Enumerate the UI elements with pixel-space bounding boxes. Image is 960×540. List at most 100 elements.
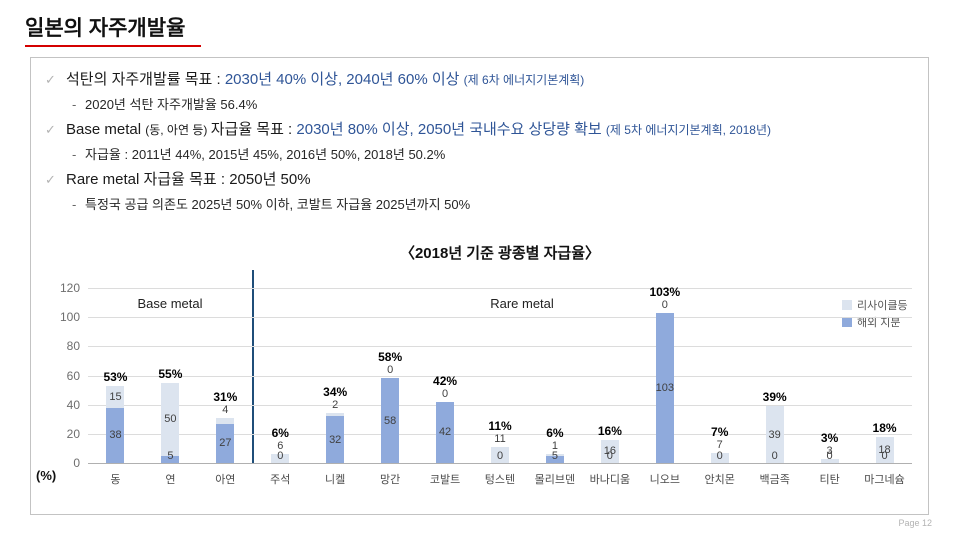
- chart-title: 〈2018년 기준 광종별 자급율〉: [399, 245, 601, 262]
- total-percent-label: 58%: [378, 350, 403, 365]
- bar-recycle-segment: [216, 417, 235, 424]
- total-percent-label: 42%: [433, 373, 458, 388]
- bullet-sub-text: 자급율 : 2011년 44%, 2015년 45%, 2016년 50%, 2…: [85, 147, 446, 162]
- bullet-text-small: (동, 아연 등): [145, 123, 211, 137]
- overseas-value-label: 0: [277, 450, 284, 462]
- x-axis-category-label: 티탄: [819, 474, 840, 486]
- overseas-value-label: 0: [716, 450, 723, 462]
- recycle-value-label: 15: [109, 390, 122, 403]
- y-axis-tick-label: 80: [66, 339, 80, 354]
- recycle-value-label: 18: [878, 443, 891, 456]
- bullet-sub-text: 2020년 석탄 자주개발율 56.4%: [85, 97, 258, 112]
- x-axis-category-label: 망간: [379, 474, 401, 486]
- title-underline: [25, 45, 201, 47]
- overseas-value-label: 38: [109, 429, 122, 442]
- recycle-value-label: 11: [494, 432, 506, 445]
- total-percent-label: 55%: [158, 366, 183, 381]
- bar-recycle-segment: [161, 382, 180, 456]
- group-label-rare-metal: Rare metal: [490, 296, 554, 311]
- bar-recycle-segment: [710, 452, 729, 463]
- overseas-value-label: 32: [329, 433, 342, 446]
- bullet-text: 석탄의 자주개발률 목표 :: [66, 71, 225, 88]
- recycle-value-label: 0: [442, 387, 449, 400]
- gridline: [88, 433, 912, 435]
- y-axis-tick-label: 0: [73, 456, 80, 470]
- check-icon: ✓: [45, 72, 56, 87]
- x-axis-category-label: 주석: [270, 474, 291, 486]
- group-label-base-metal: Base metal: [137, 296, 203, 311]
- recycle-value-label: 50: [164, 413, 177, 426]
- y-axis-tick-label: 100: [59, 310, 80, 325]
- y-axis-tick-label: 20: [66, 426, 80, 441]
- bullet-text: 자급율 목표 :: [210, 121, 297, 138]
- gridline: [88, 288, 912, 289]
- x-axis-category-label: 동: [110, 474, 121, 486]
- x-axis-category-label: 안치몬: [704, 474, 735, 486]
- total-percent-label: 6%: [546, 426, 564, 441]
- recycle-value-label: 16: [603, 445, 616, 458]
- check-icon: ✓: [45, 172, 56, 187]
- total-percent-label: 53%: [103, 369, 128, 384]
- chart-legend: 리사이클등 해외 지분: [842, 296, 908, 330]
- total-percent-label: 11%: [488, 418, 512, 433]
- x-axis-category-label: 백금족: [759, 474, 790, 486]
- bullet-text-blue: 2030년 40% 이상, 2040년 60% 이상: [224, 71, 464, 88]
- overseas-value-label: 42: [438, 426, 452, 439]
- bar-recycle-segment: [491, 446, 509, 463]
- recycle-value-label: 4: [222, 403, 229, 416]
- page-number: Page 12: [898, 518, 932, 528]
- total-percent-label: 31%: [213, 389, 238, 404]
- total-percent-label: 16%: [597, 423, 622, 438]
- total-percent-label: 103%: [649, 284, 681, 299]
- bar-overseas-segment: [326, 416, 345, 463]
- x-axis-category-label: 아연: [215, 474, 236, 486]
- bullet-base-metal-sub: - 자급율 : 2011년 44%, 2015년 45%, 2016년 50%, …: [45, 143, 921, 167]
- check-icon: ✓: [45, 122, 56, 137]
- bar-overseas-segment: [381, 378, 400, 463]
- total-percent-label: 18%: [872, 420, 897, 435]
- recycle-value-label: 1: [551, 440, 558, 453]
- bullet-text: Rare metal 자급율 목표 : 2050년 50%: [66, 171, 311, 188]
- legend-swatch-overseas: [842, 316, 852, 327]
- legend-item-overseas: 해외 지분: [842, 313, 908, 330]
- overseas-value-label: 0: [881, 450, 888, 462]
- bullet-text-blue: 2030년 80% 이상, 2050년 국내수요 상당량 확보: [296, 121, 606, 138]
- bullet-text: Base metal: [66, 121, 146, 138]
- recycle-value-label: 2: [332, 399, 339, 412]
- bullet-text-blue-small: (제 5차 에너지기본계획, 2018년): [605, 123, 772, 137]
- bullet-rare-metal-target: ✓ Rare metal 자급율 목표 : 2050년 50%: [45, 167, 921, 193]
- recycle-value-label: 0: [387, 364, 394, 377]
- legend-swatch-recycle: [842, 299, 852, 310]
- overseas-value-label: 0: [826, 450, 833, 462]
- bullet-sub-text: 특정국 공급 의존도 2025년 50% 이하, 코발트 자급율 2025년까지…: [85, 197, 471, 212]
- dash-icon: -: [72, 147, 77, 162]
- recycle-value-label: 39: [768, 428, 781, 441]
- dash-icon: -: [72, 97, 77, 112]
- x-axis-category-label: 바나디움: [589, 474, 631, 486]
- legend-label: 해외 지분: [857, 316, 901, 329]
- overseas-value-label: 0: [606, 450, 613, 462]
- recycle-value-label: 6: [277, 440, 284, 453]
- bar-recycle-segment: [326, 413, 345, 417]
- bar-recycle-segment: [820, 458, 839, 463]
- legend-label: 리사이클등: [857, 299, 908, 312]
- x-axis-category-label: 몰리브덴: [534, 474, 576, 486]
- y-axis-tick-label: 40: [66, 397, 80, 412]
- x-axis-category-label: 연: [165, 474, 176, 486]
- recycle-value-label: 7: [716, 438, 723, 451]
- bar-recycle-segment: [765, 406, 784, 463]
- y-axis-tick-label: 120: [59, 281, 80, 295]
- gridline: [88, 375, 912, 377]
- bar-recycle-segment: [600, 439, 619, 463]
- x-axis-category-label: 니켈: [325, 474, 346, 486]
- overseas-value-label: 0: [496, 450, 504, 462]
- bar-overseas-segment: [436, 401, 455, 463]
- bar-recycle-segment: [271, 454, 290, 463]
- bullet-list: ✓ 석탄의 자주개발률 목표 : 2030년 40% 이상, 2040년 60% …: [45, 67, 921, 217]
- metal-group-divider-line: [252, 270, 254, 463]
- gridline: [88, 463, 912, 464]
- total-percent-label: 6%: [271, 426, 289, 441]
- legend-item-recycle: 리사이클등: [842, 296, 908, 313]
- bar-recycle-segment: [106, 385, 125, 408]
